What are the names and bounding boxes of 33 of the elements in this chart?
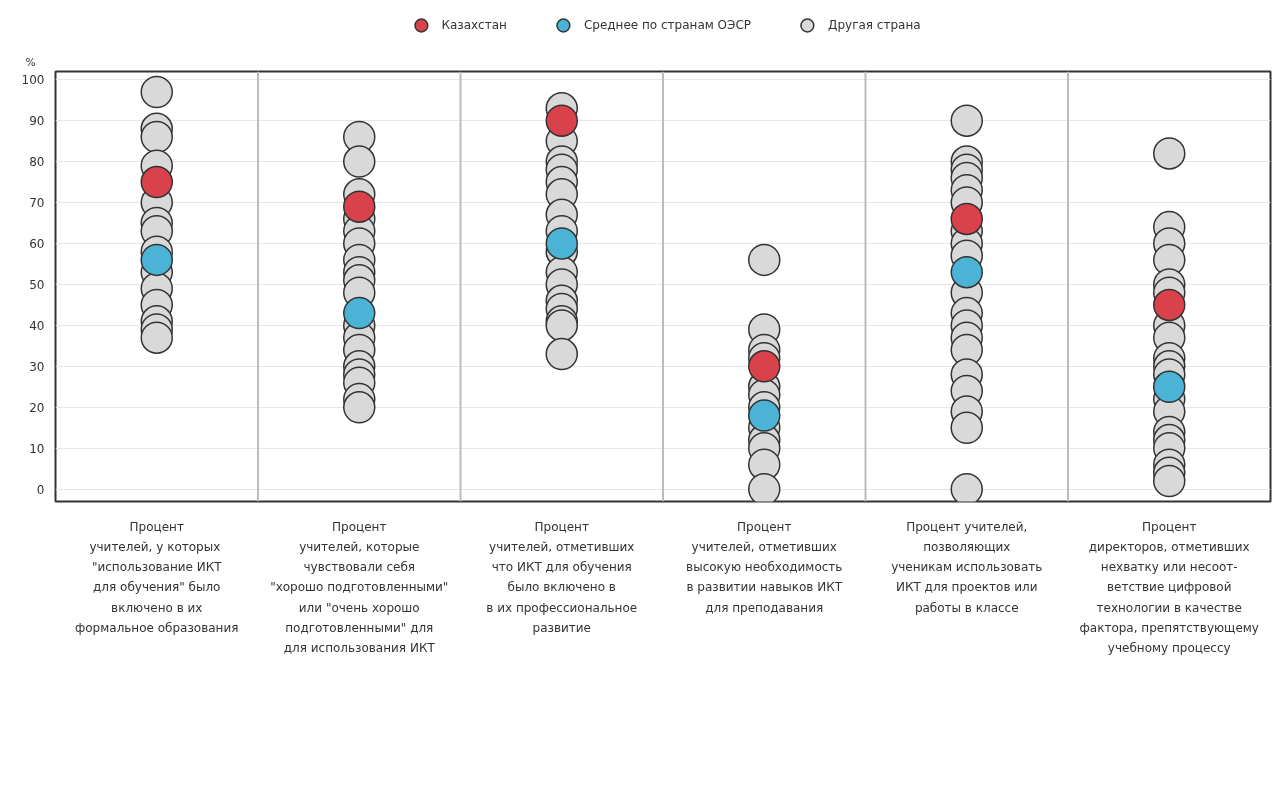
- x-tick-label: Процент директоров, отметивших нехватку или несоот- ветствие цифровой технологии в качестве фактора, препятствующему учебному процессу: [1079, 519, 1259, 656]
- point: [748, 350, 781, 383]
- point: [343, 190, 376, 223]
- y-axis-title: %: [25, 55, 36, 69]
- point: [748, 399, 781, 432]
- y-tick-label: 60: [29, 237, 45, 251]
- point: [1153, 288, 1186, 322]
- point: [545, 104, 578, 137]
- x-tick-label: Процент учителей, отметивших высокую необходимость в развитии навыков ИКТ для преподавания: [686, 519, 843, 615]
- y-tick-label: 10: [29, 441, 45, 456]
- point: [140, 165, 173, 199]
- x-tick-label: Процент учителей, которые чувствовали себя "хорошо подготовленными" или "очень хорошо подготовленными" для для использования ИКТ: [270, 519, 449, 656]
- y-tick-label: 40: [29, 318, 45, 333]
- y-tick-label: 100: [21, 73, 45, 88]
- x-tick-label: Процент учителей, у которых "использование ИКТ для обучения" было включено в их формальное образования: [75, 519, 239, 635]
- legend-label: Казахстан: [441, 18, 507, 32]
- x-tick-label: Процент учителей, позволяющих ученикам использовать ИКТ для проектов или работы в классе: [891, 519, 1043, 615]
- y-tick-label: 70: [29, 196, 45, 211]
- x-tick-label: Процент учителей, отметивших что ИКТ для обучения было включено в в их профессиональное развитие: [486, 519, 638, 635]
- y-tick-label: 0: [36, 482, 45, 497]
- y-tick-label: 90: [29, 114, 45, 129]
- point: [950, 202, 983, 236]
- point: [140, 243, 173, 277]
- point: [950, 255, 983, 289]
- point: [1153, 370, 1186, 404]
- y-tick-label: 20: [29, 400, 45, 415]
- legend-label: Другая страна: [828, 18, 921, 32]
- y-tick-label: 30: [29, 359, 45, 374]
- y-tick-label: 80: [29, 155, 45, 170]
- point: [343, 296, 376, 330]
- point: [545, 227, 578, 260]
- y-tick-label: 50: [29, 277, 45, 292]
- legend-label: Среднее по странам ОЭСР: [583, 18, 752, 32]
